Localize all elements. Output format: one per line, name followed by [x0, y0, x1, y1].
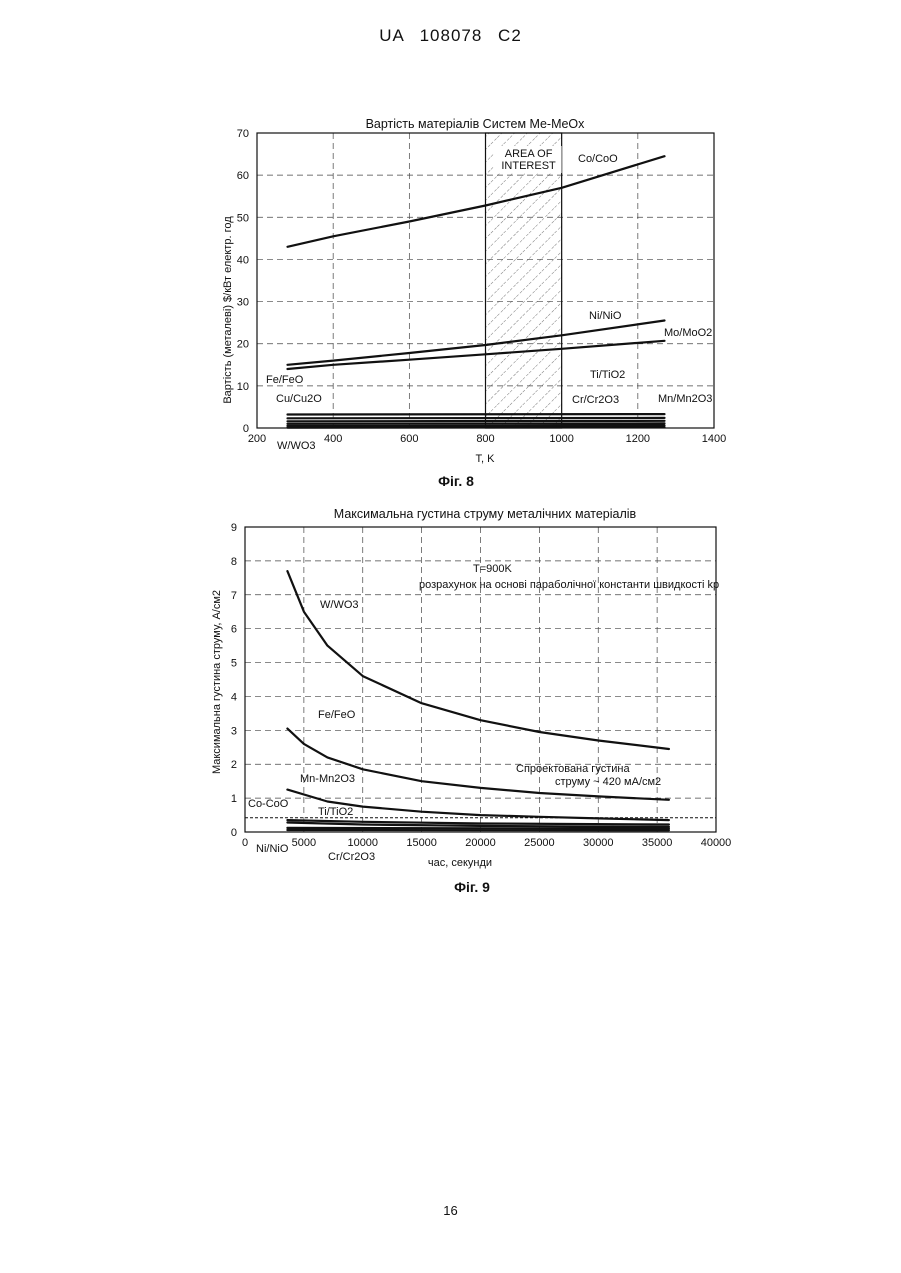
series-line-ni-nio — [287, 828, 669, 829]
y-tick-label: 8 — [231, 556, 237, 568]
x-tick-label: 400 — [324, 433, 342, 445]
y-tick-label: 6 — [231, 624, 237, 636]
label-cr-cr2o3: Cr/Cr2O3 — [328, 851, 375, 863]
area-of-interest-label-2: INTEREST — [501, 160, 556, 172]
label-ni-nio: Ni/NiO — [256, 843, 289, 855]
x-tick-label: 600 — [400, 433, 418, 445]
patent-header: UA 108078 C2 — [0, 26, 901, 46]
annotation-design-line1: Спроектована густина — [516, 763, 630, 775]
label-cr-cr2o3: Cr/Cr2O3 — [572, 394, 619, 406]
y-tick-label: 10 — [237, 381, 249, 393]
label-fe-feo: Fe/FeO — [318, 709, 356, 721]
y-tick-label: 50 — [237, 212, 249, 224]
x-tick-label: 0 — [242, 837, 248, 849]
y-tick-label: 9 — [231, 522, 237, 534]
y-tick-label: 0 — [243, 423, 249, 435]
y-tick-label: 70 — [237, 128, 249, 140]
fig9-caption: Фіг. 9 — [454, 879, 490, 895]
figure-8-chart: Вартість матеріалів Систем Me-MeOx AREA … — [0, 100, 901, 500]
x-tick-label: 5000 — [292, 837, 316, 849]
fig9-y-axis-label: Максимальна густина струму, А/см2 — [211, 590, 223, 774]
fig9-x-axis-label: час, секунди — [428, 857, 492, 869]
x-tick-label: 200 — [248, 433, 266, 445]
x-tick-label: 25000 — [524, 837, 555, 849]
fig8-title: Вартість матеріалів Систем Me-MeOx — [366, 117, 586, 131]
y-tick-label: 2 — [231, 759, 237, 771]
area-of-interest-label: AREA OF — [505, 148, 553, 160]
label-w-wo3: W/WO3 — [277, 440, 316, 452]
y-tick-label: 1 — [231, 793, 237, 805]
fig8-caption: Фіг. 8 — [438, 473, 474, 489]
y-tick-label: 7 — [231, 590, 237, 602]
series-line-ni-nio — [288, 321, 665, 365]
fig8-y-axis-label: Вартість (металеві) $/кВт електр. год — [222, 216, 234, 404]
figure-9-chart: Максимальна густина струму металічних ма… — [0, 500, 901, 905]
area-of-interest-region — [486, 133, 562, 428]
y-tick-label: 5 — [231, 658, 237, 670]
x-tick-label: 1400 — [702, 433, 726, 445]
label-mn-mn2o3: Mn/Mn2O3 — [658, 393, 712, 405]
fig8-x-axis-label: T, K — [476, 453, 496, 465]
series-line-co-coo — [288, 156, 665, 247]
y-tick-label: 60 — [237, 170, 249, 182]
label-ti-tio2: Ti/TiO2 — [318, 806, 353, 818]
label-co-coo: Co-CoO — [248, 798, 289, 810]
label-ti-tio2: Ti/TiO2 — [590, 369, 625, 381]
y-tick-label: 30 — [237, 297, 249, 309]
x-tick-label: 1200 — [626, 433, 650, 445]
label-cu-cu2o: Cu/Cu2O — [276, 393, 322, 405]
fig9-title: Максимальна густина струму металічних ма… — [334, 507, 637, 521]
y-tick-label: 40 — [237, 254, 249, 266]
x-tick-label: 35000 — [642, 837, 673, 849]
x-tick-label: 40000 — [701, 837, 732, 849]
series-line-w-wo3 — [287, 571, 669, 749]
annotation-method: розрахунок на основі параболічної конста… — [419, 579, 719, 591]
y-tick-label: 3 — [231, 725, 237, 737]
x-tick-label: 1000 — [549, 433, 573, 445]
page-number: 16 — [0, 1203, 901, 1218]
annotation-temperature: T=900K — [473, 563, 512, 575]
x-tick-label: 10000 — [347, 837, 378, 849]
y-tick-label: 20 — [237, 339, 249, 351]
label-mo-moo2: Mo/MoO2 — [664, 327, 712, 339]
x-tick-label: 30000 — [583, 837, 614, 849]
x-tick-label: 15000 — [406, 837, 437, 849]
x-tick-label: 800 — [476, 433, 494, 445]
x-tick-label: 20000 — [465, 837, 496, 849]
label-w-wo3: W/WO3 — [320, 599, 359, 611]
y-tick-label: 0 — [231, 827, 237, 839]
label-fe-feo: Fe/FeO — [266, 374, 304, 386]
annotation-design-line2: струму ~ 420 мА/см2 — [555, 776, 661, 788]
series-line-cr-cr2o3 — [288, 421, 665, 422]
label-mn-mn2o3: Mn-Mn2O3 — [300, 773, 355, 785]
label-ni-nio: Ni/NiO — [589, 310, 622, 322]
y-tick-label: 4 — [231, 691, 237, 703]
label-co-coo: Co/CoO — [578, 153, 618, 165]
